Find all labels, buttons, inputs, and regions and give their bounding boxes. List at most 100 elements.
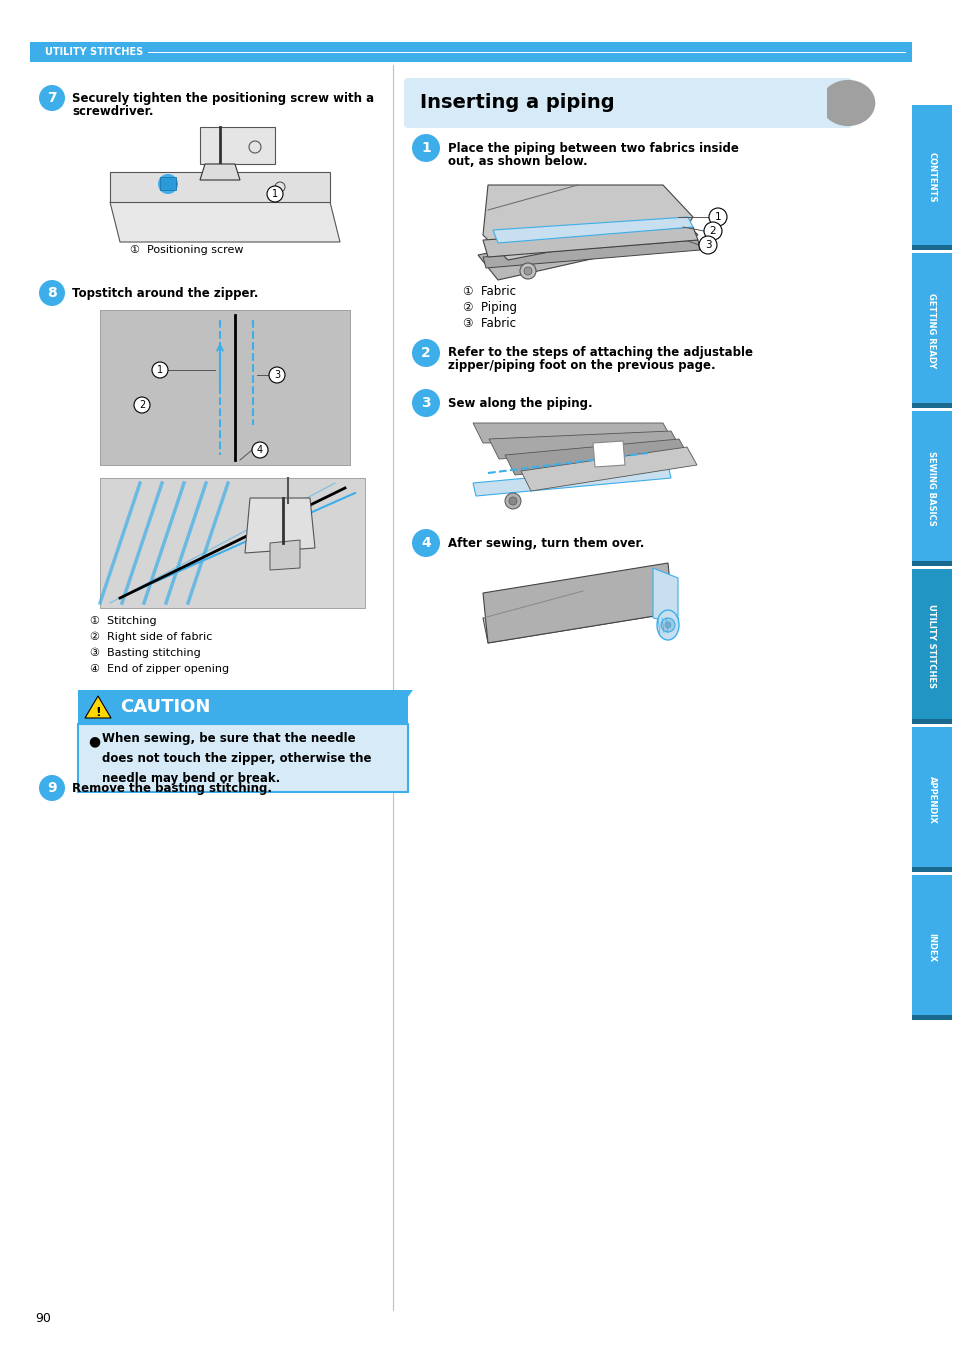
- Polygon shape: [473, 423, 672, 443]
- Text: ②  Piping: ② Piping: [462, 301, 517, 314]
- Text: ●: ●: [88, 735, 100, 748]
- Bar: [408, 82, 826, 124]
- Bar: [911, 253, 951, 408]
- Text: ①  Fabric: ① Fabric: [462, 284, 516, 298]
- Bar: [911, 875, 951, 1020]
- Circle shape: [158, 174, 178, 194]
- Circle shape: [708, 208, 726, 226]
- Text: 2: 2: [420, 346, 431, 360]
- Text: zipper/piping foot on the previous page.: zipper/piping foot on the previous page.: [448, 359, 715, 372]
- Text: ②  Right side of fabric: ② Right side of fabric: [90, 632, 213, 643]
- Text: ①  Stitching: ① Stitching: [90, 616, 156, 625]
- Polygon shape: [110, 173, 330, 202]
- Polygon shape: [482, 185, 692, 260]
- Circle shape: [699, 236, 717, 253]
- Bar: [911, 569, 951, 724]
- Polygon shape: [652, 568, 678, 623]
- Text: Sew along the piping.: Sew along the piping.: [448, 398, 592, 410]
- Circle shape: [252, 442, 268, 458]
- Polygon shape: [520, 448, 697, 491]
- Text: 4: 4: [256, 445, 263, 456]
- FancyBboxPatch shape: [403, 78, 851, 128]
- Polygon shape: [357, 690, 413, 724]
- Text: 1: 1: [272, 189, 277, 200]
- Text: 1: 1: [714, 212, 720, 222]
- Ellipse shape: [657, 611, 679, 640]
- Text: GETTING READY: GETTING READY: [926, 293, 936, 368]
- Polygon shape: [493, 217, 692, 243]
- Polygon shape: [482, 226, 698, 257]
- Bar: [911, 727, 951, 872]
- Bar: [911, 105, 951, 249]
- Bar: [911, 867, 951, 872]
- Text: out, as shown below.: out, as shown below.: [448, 155, 587, 168]
- Text: !: !: [95, 705, 101, 718]
- Circle shape: [412, 528, 439, 557]
- Circle shape: [249, 142, 261, 154]
- Bar: [78, 724, 408, 793]
- Text: ④  End of zipper opening: ④ End of zipper opening: [90, 665, 229, 674]
- Polygon shape: [482, 603, 672, 643]
- Circle shape: [39, 280, 65, 306]
- Text: 2: 2: [139, 400, 145, 410]
- Circle shape: [412, 390, 439, 417]
- Bar: [100, 310, 350, 465]
- Circle shape: [39, 775, 65, 801]
- Circle shape: [152, 363, 168, 377]
- Text: When sewing, be sure that the needle: When sewing, be sure that the needle: [102, 732, 355, 745]
- Circle shape: [660, 617, 675, 632]
- Text: 3: 3: [704, 240, 711, 249]
- Text: Refer to the steps of attaching the adjustable: Refer to the steps of attaching the adju…: [448, 346, 752, 359]
- Polygon shape: [270, 541, 299, 570]
- Circle shape: [523, 267, 532, 275]
- Bar: [30, 42, 911, 62]
- Text: After sewing, turn them over.: After sewing, turn them over.: [448, 537, 643, 550]
- Text: ①  Positioning screw: ① Positioning screw: [130, 245, 243, 255]
- Bar: [911, 245, 951, 249]
- Text: CONTENTS: CONTENTS: [926, 152, 936, 202]
- Circle shape: [519, 263, 536, 279]
- Text: 3: 3: [420, 396, 431, 410]
- Circle shape: [274, 182, 285, 191]
- Text: Inserting a piping: Inserting a piping: [419, 93, 614, 112]
- Bar: [911, 403, 951, 408]
- Polygon shape: [160, 177, 175, 190]
- Text: 2: 2: [709, 226, 716, 236]
- Text: screwdriver.: screwdriver.: [71, 105, 153, 119]
- Text: 90: 90: [35, 1312, 51, 1325]
- Text: INDEX: INDEX: [926, 933, 936, 962]
- Text: 1: 1: [157, 365, 163, 375]
- Polygon shape: [477, 214, 698, 280]
- Text: does not touch the zipper, otherwise the: does not touch the zipper, otherwise the: [102, 752, 371, 766]
- Text: 9: 9: [47, 780, 57, 795]
- Polygon shape: [200, 127, 274, 164]
- Text: Place the piping between two fabrics inside: Place the piping between two fabrics ins…: [448, 142, 739, 155]
- Polygon shape: [200, 164, 240, 181]
- Text: 1: 1: [420, 142, 431, 155]
- Polygon shape: [593, 441, 624, 466]
- Text: Remove the basting stitching.: Remove the basting stitching.: [71, 782, 272, 795]
- Bar: [78, 690, 408, 724]
- Text: UTILITY STITCHES: UTILITY STITCHES: [45, 47, 143, 57]
- Polygon shape: [85, 696, 111, 718]
- Bar: [911, 1015, 951, 1020]
- Polygon shape: [489, 431, 680, 460]
- Text: 7: 7: [47, 92, 57, 105]
- Text: CAUTION: CAUTION: [120, 698, 211, 716]
- Polygon shape: [245, 497, 314, 553]
- Text: APPENDIX: APPENDIX: [926, 775, 936, 824]
- Text: 3: 3: [274, 369, 280, 380]
- Text: Topstitch around the zipper.: Topstitch around the zipper.: [71, 287, 258, 301]
- Circle shape: [509, 497, 517, 506]
- Text: UTILITY STITCHES: UTILITY STITCHES: [926, 604, 936, 689]
- Text: needle may bend or break.: needle may bend or break.: [102, 772, 280, 785]
- Text: 4: 4: [420, 537, 431, 550]
- Circle shape: [664, 621, 670, 628]
- Text: 8: 8: [47, 286, 57, 301]
- Text: Securely tighten the positioning screw with a: Securely tighten the positioning screw w…: [71, 92, 374, 105]
- Bar: [408, 82, 847, 124]
- Polygon shape: [482, 240, 700, 268]
- Bar: [100, 479, 365, 608]
- Bar: [911, 718, 951, 724]
- Polygon shape: [482, 563, 672, 643]
